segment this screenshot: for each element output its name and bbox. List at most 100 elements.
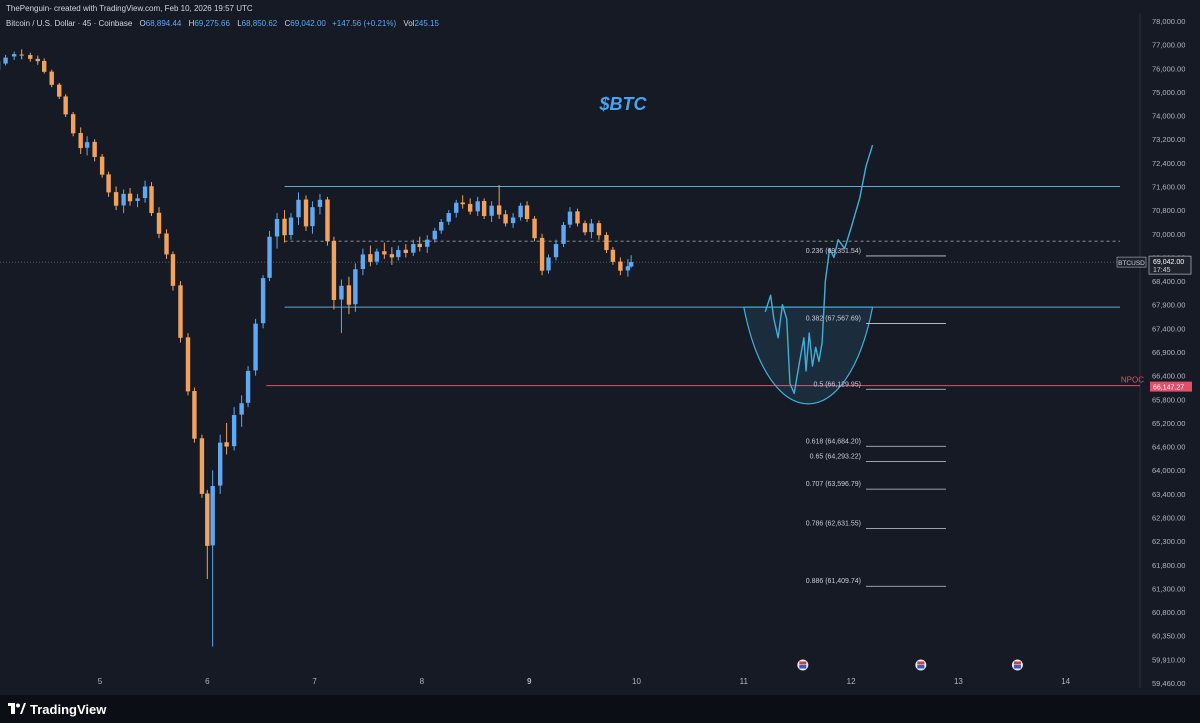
- candle-body: [70, 114, 76, 134]
- candle-body: [325, 199, 330, 242]
- candle-body: [403, 249, 409, 253]
- candle-body: [192, 391, 197, 439]
- npoc-label: NPOC: [1121, 376, 1144, 385]
- price-tick-label: 61,800.00: [1152, 561, 1185, 570]
- candle-body: [239, 403, 244, 415]
- price-tick-label: 62,300.00: [1152, 537, 1185, 546]
- candle-body: [92, 141, 97, 157]
- candle-body: [596, 223, 602, 236]
- tradingview-logo-icon: [8, 703, 26, 714]
- price-tick-label: 59,460.00: [1152, 679, 1185, 688]
- time-tick-label: 8: [420, 677, 425, 686]
- candle-body: [296, 199, 301, 218]
- fib-level-label: 0.236 (69,351.54): [806, 248, 861, 255]
- candle-body: [582, 223, 588, 233]
- candle-body: [11, 54, 17, 57]
- open-label: O: [139, 19, 146, 28]
- candle-body: [575, 211, 580, 224]
- candle-body: [503, 214, 508, 224]
- price-axis[interactable]: 78,000.00 77,000.00 76,000.00 75,000.00 74,0…: [1152, 17, 1185, 688]
- price-tick-label: 60,350.00: [1152, 632, 1185, 641]
- time-tick-label: 10: [632, 677, 641, 686]
- candle-body: [164, 233, 169, 255]
- calendar-event-icon: [1013, 661, 1021, 665]
- candle-body: [618, 261, 623, 271]
- price-tick-label: 66,900.00: [1152, 348, 1185, 357]
- close-value: 69,042.00: [290, 19, 326, 28]
- symbol-name[interactable]: Bitcoin / U.S. Dollar · 45 · Coinbase: [6, 19, 133, 28]
- author-credit: ThePenguin- created with TradingView.com…: [6, 4, 253, 13]
- projection-path: [764, 144, 874, 395]
- candle-body: [518, 205, 523, 218]
- candle-body: [3, 57, 8, 64]
- price-tick-label: 66,400.00: [1152, 372, 1185, 381]
- candle-body: [510, 217, 516, 224]
- candle-body: [382, 251, 387, 255]
- candle-body: [210, 485, 215, 546]
- fib-level-label: 0.707 (63,596.79): [806, 481, 861, 488]
- candle-body: [260, 278, 266, 324]
- candle-body: [178, 285, 183, 338]
- fib-level-label: 0.382 (67,567.69): [806, 315, 861, 322]
- price-tick-label: 77,000.00: [1152, 41, 1185, 50]
- candle-body: [19, 54, 24, 56]
- candle-body: [460, 202, 465, 205]
- candle-body: [113, 192, 119, 206]
- drawing-levels: [0, 186, 1140, 387]
- low-label: L: [237, 19, 242, 28]
- candle-body: [331, 240, 337, 300]
- candle-body: [567, 211, 573, 225]
- fib-level-label: 0.886 (61,409.74): [806, 578, 861, 585]
- tradingview-brand[interactable]: TradingView: [8, 701, 106, 717]
- candle-body: [439, 221, 444, 231]
- candle-body: [546, 257, 551, 271]
- candle-body: [156, 212, 162, 234]
- candle-body: [604, 234, 609, 251]
- candle-body: [231, 415, 237, 447]
- candle-body: [84, 142, 90, 148]
- candle-body: [625, 266, 631, 271]
- time-tick-label: 6: [205, 677, 210, 686]
- npoc-price-tag: [1150, 381, 1192, 392]
- close-label: C: [284, 19, 291, 28]
- candle-body: [360, 254, 366, 269]
- candle-body: [353, 269, 358, 305]
- candle-body: [411, 244, 416, 253]
- candle-body: [496, 205, 502, 215]
- candle-body: [205, 493, 210, 546]
- calendar-events: [797, 659, 1023, 671]
- calendar-event-icon: [799, 665, 807, 669]
- candle-body: [170, 254, 176, 286]
- candle-body: [303, 199, 309, 227]
- symbol-tag: [1116, 256, 1147, 268]
- price-tick-label: 78,000.00: [1152, 17, 1185, 26]
- candle-body: [35, 58, 40, 62]
- candle-body: [121, 193, 126, 206]
- price-tick-label: 64,000.00: [1152, 466, 1185, 475]
- candlestick-series: [0, 49, 634, 647]
- price-tick-label: 72,400.00: [1152, 159, 1185, 168]
- symbol-legend: Bitcoin / U.S. Dollar · 45 · Coinbase O6…: [6, 19, 439, 28]
- price-tick-label: 60,800.00: [1152, 608, 1185, 617]
- candle-body: [539, 237, 545, 271]
- chart-title: $BTC: [598, 94, 647, 114]
- candle-body: [99, 156, 105, 175]
- open-value: 68,894.44: [145, 19, 182, 28]
- candle-body: [454, 202, 459, 213]
- candle-body: [57, 84, 62, 97]
- candle-body: [475, 201, 480, 212]
- time-axis[interactable]: 5 6 7 8 9 10 11 12 13 14: [98, 677, 1071, 686]
- candle-body: [628, 262, 634, 267]
- price-tick-label: 59,910.00: [1152, 655, 1185, 664]
- npoc-price-label: 66,147.27: [1153, 385, 1184, 392]
- candle-body: [532, 218, 537, 239]
- candle-body: [267, 236, 272, 278]
- price-tick-label: 73,200.00: [1152, 135, 1185, 144]
- candle-body: [481, 200, 487, 217]
- fib-level-label: 0.65 (64,293.22): [810, 454, 861, 461]
- candle-body: [127, 193, 133, 202]
- price-tick-label: 75,000.00: [1152, 88, 1185, 97]
- price-tick-label: 64,600.00: [1152, 443, 1185, 452]
